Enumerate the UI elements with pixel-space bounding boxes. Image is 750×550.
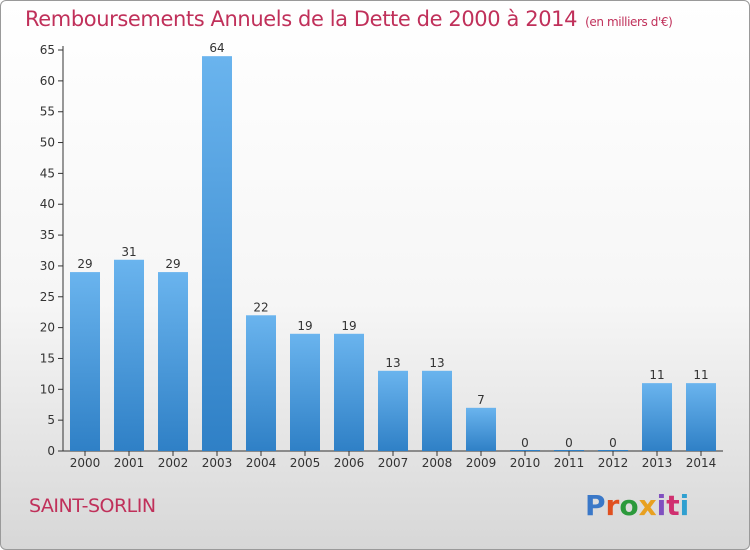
bar-2007[interactable]	[378, 370, 408, 451]
bar-2008[interactable]	[422, 370, 452, 451]
y-tick-label: 35	[40, 228, 55, 242]
bar-2013[interactable]	[642, 383, 672, 451]
data-label-2007: 13	[385, 356, 400, 370]
data-label-2014: 11	[693, 368, 708, 382]
commune-name: SAINT-SORLIN	[29, 495, 156, 517]
x-tick-label: 2004	[246, 456, 277, 470]
chart-title-text: Remboursements Annuels de la Dette de 20…	[25, 7, 578, 31]
x-tick-label: 2002	[158, 456, 189, 470]
x-tick-label: 2013	[642, 456, 673, 470]
data-label-2006: 19	[341, 319, 356, 333]
data-label-2008: 13	[429, 356, 444, 370]
chart-unit: (en milliers d'€)	[585, 15, 673, 29]
y-axis: 0 5 10 15 20 25 30 35 40 45 50 55 60 65	[40, 43, 64, 458]
x-tick-label: 2012	[598, 456, 629, 470]
proxiti-logo[interactable]: Proxiti	[585, 489, 689, 522]
x-tick-label: 2011	[554, 456, 585, 470]
logo-letter: P	[585, 489, 606, 522]
bar-2001[interactable]	[114, 259, 144, 451]
y-tick-label: 30	[40, 259, 55, 273]
data-label-2010: 0	[521, 436, 529, 450]
bar-2014[interactable]	[686, 383, 716, 451]
y-tick-label: 20	[40, 321, 55, 335]
data-label-2005: 19	[297, 319, 312, 333]
logo-letter: i	[656, 489, 667, 522]
logo-letter: x	[638, 489, 657, 522]
bar-2006[interactable]	[334, 333, 364, 451]
x-tick-label: 2007	[378, 456, 409, 470]
y-tick-label: 0	[47, 444, 55, 458]
data-label-2013: 11	[649, 368, 664, 382]
x-tick-label: 2008	[422, 456, 453, 470]
y-tick-label: 40	[40, 197, 55, 211]
x-tick-label: 2006	[334, 456, 365, 470]
x-tick-label: 2014	[686, 456, 717, 470]
y-tick-label: 60	[40, 74, 55, 88]
chart-title: Remboursements Annuels de la Dette de 20…	[25, 7, 673, 31]
y-tick-label: 25	[40, 290, 55, 304]
y-tick-label: 55	[40, 105, 55, 119]
data-label-2000: 29	[77, 257, 92, 271]
logo-letter: o	[619, 489, 639, 522]
data-label-2002: 29	[165, 257, 180, 271]
y-tick-label: 65	[40, 43, 55, 57]
y-tick-label: 50	[40, 136, 55, 150]
logo-letter: t	[666, 489, 680, 522]
x-axis: 2000 2001 2002 2003 2004 2005 2006 2007 2008 2009…	[63, 450, 723, 470]
bar-2004[interactable]	[246, 315, 276, 451]
bar-2002[interactable]	[158, 272, 188, 451]
logo-letter: r	[605, 489, 620, 522]
bar-2009[interactable]	[466, 407, 496, 451]
bar-2010[interactable]	[510, 450, 540, 451]
x-tick-label: 2009	[466, 456, 497, 470]
bar-2003[interactable]	[202, 56, 232, 452]
bar-2011[interactable]	[554, 450, 584, 451]
data-label-2004: 22	[253, 300, 268, 314]
data-labels: 29 31 29 64 22 19 19 13 13 7 0 0 0 11 11	[77, 41, 708, 450]
data-label-2011: 0	[565, 436, 573, 450]
y-tick-label: 15	[40, 351, 55, 365]
data-label-2001: 31	[121, 245, 136, 259]
bar-2012[interactable]	[598, 450, 628, 451]
x-tick-label: 2001	[114, 456, 145, 470]
x-tick-label: 2003	[202, 456, 233, 470]
bar-2005[interactable]	[290, 333, 320, 451]
data-label-2012: 0	[609, 436, 617, 450]
y-tick-label: 45	[40, 166, 55, 180]
x-tick-label: 2000	[70, 456, 101, 470]
x-tick-label: 2010	[510, 456, 541, 470]
data-label-2009: 7	[477, 393, 485, 407]
data-label-2003: 64	[209, 41, 224, 55]
logo-letter: i	[679, 489, 690, 522]
y-tick-label: 5	[47, 413, 55, 427]
x-tick-label: 2005	[290, 456, 321, 470]
bar-2000[interactable]	[70, 272, 100, 451]
y-tick-label: 10	[40, 382, 55, 396]
bars	[70, 56, 716, 452]
